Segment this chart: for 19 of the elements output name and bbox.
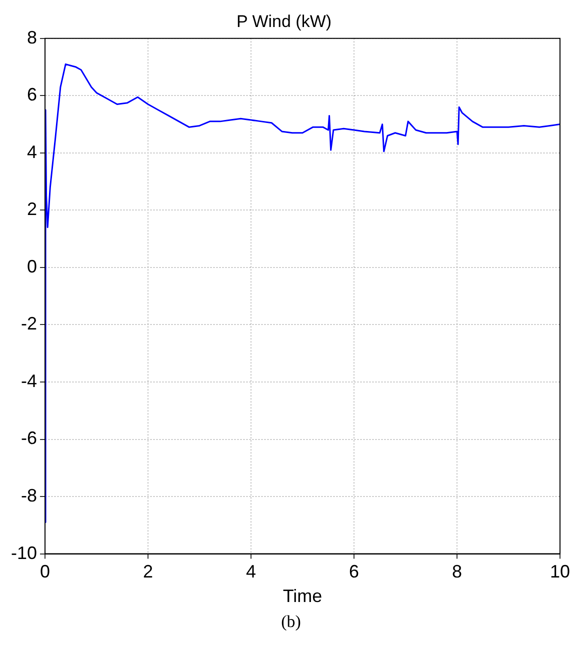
y-tick-label: 0	[27, 256, 38, 276]
x-tick-label: 4	[246, 562, 256, 582]
y-tick-label: 4	[27, 142, 38, 162]
y-tick-label: -2	[21, 314, 38, 334]
x-axis-title: Time	[282, 586, 322, 606]
x-tick-label: 0	[40, 562, 50, 582]
x-tick-label: 2	[143, 562, 154, 582]
y-tick-label: 6	[27, 84, 38, 105]
x-tick-label: 6	[349, 562, 360, 582]
chart-title: P Wind (kW)	[236, 12, 332, 31]
y-tick-label: 2	[27, 199, 38, 220]
y-tick-label: -8	[21, 486, 38, 506]
text: (b)	[280, 612, 302, 632]
y-tick-label: -4	[21, 370, 38, 391]
y-tick-label: -10	[11, 542, 38, 563]
y-tick-label: -6	[21, 428, 38, 448]
x-tick-label: 10	[550, 562, 570, 582]
y-tick-label: 8	[27, 27, 38, 48]
x-tick-label: 8	[452, 562, 462, 582]
